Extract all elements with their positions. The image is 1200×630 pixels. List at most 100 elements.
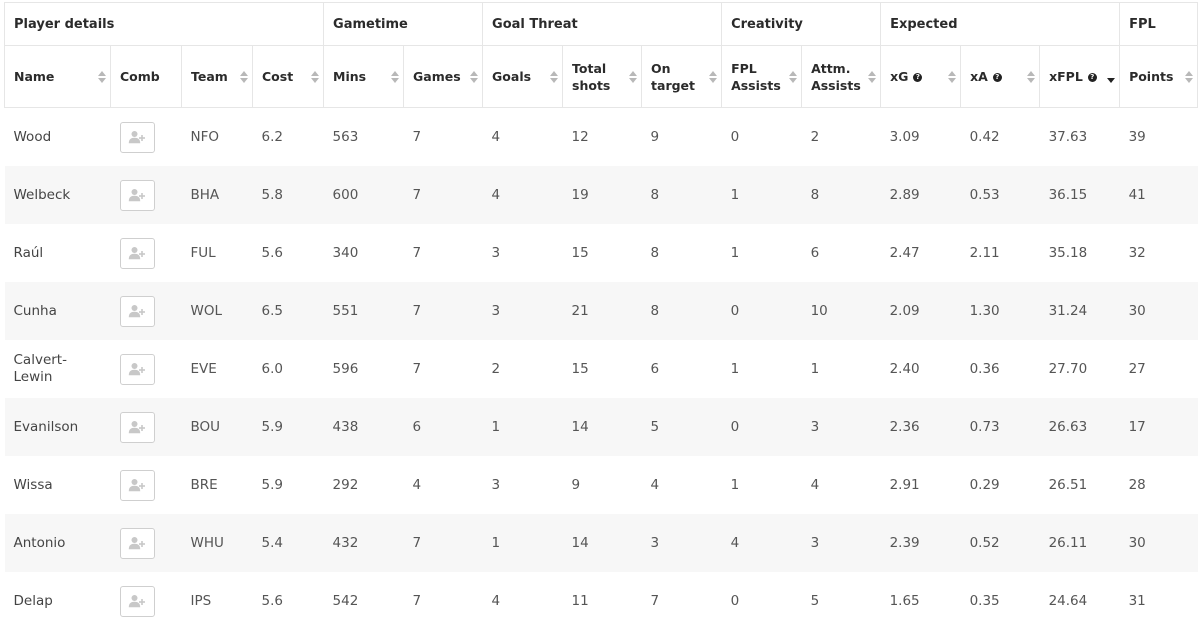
mins-cell: 600 [324,166,404,224]
help-circle-icon[interactable]: ? [913,73,922,82]
fpl-assists-cell: 1 [722,224,802,282]
fpl-assists-cell: 0 [722,398,802,456]
sort-arrows-icon[interactable] [868,71,876,83]
games-cell: 6 [404,398,483,456]
group-expected: Expected [881,3,1120,46]
player-name-cell[interactable]: Raúl [5,224,111,282]
player-name-cell[interactable]: Wissa [5,456,111,514]
team-cell: BHA [182,166,253,224]
col-header-goals[interactable]: Goals [483,46,563,108]
help-circle-icon[interactable]: ? [993,73,1002,82]
player-name-cell[interactable]: Welbeck [5,166,111,224]
add-to-comparison-button[interactable] [120,586,155,617]
mins-cell: 432 [324,514,404,572]
col-header-xa[interactable]: xA? [961,46,1040,108]
player-name-cell[interactable]: Cunha [5,282,111,340]
on-target-cell: 9 [642,108,722,167]
col-header-name[interactable]: Name [5,46,111,108]
add-to-comparison-button[interactable] [120,180,155,211]
games-cell: 7 [404,282,483,340]
goals-cell: 4 [483,166,563,224]
help-circle-icon[interactable]: ? [1088,73,1097,82]
mins-cell: 340 [324,224,404,282]
sort-descending-icon[interactable] [1107,71,1115,83]
sort-arrows-icon[interactable] [1027,71,1035,83]
xg-cell: 2.39 [881,514,961,572]
team-cell: IPS [182,572,253,630]
player-name-cell[interactable]: Delap [5,572,111,630]
col-header-mins[interactable]: Mins [324,46,404,108]
add-to-comparison-button[interactable] [120,238,155,269]
sort-arrows-icon[interactable] [948,71,956,83]
xa-cell: 2.11 [961,224,1040,282]
player-name-cell[interactable]: Evanilson [5,398,111,456]
points-cell: 32 [1120,224,1198,282]
player-name-cell[interactable]: Wood [5,108,111,167]
sort-arrows-icon[interactable] [311,71,319,83]
sort-arrows-icon[interactable] [1185,71,1193,83]
comb-cell [111,166,182,224]
add-user-icon [128,362,146,376]
points-cell: 28 [1120,456,1198,514]
total-shots-cell: 14 [563,514,642,572]
sort-arrows-icon[interactable] [470,71,478,83]
col-header-points[interactable]: Points [1120,46,1198,108]
sort-arrows-icon[interactable] [391,71,399,83]
attm-assists-cell: 3 [802,514,881,572]
add-user-icon [128,478,146,492]
player-name-cell[interactable]: Calvert-Lewin [5,340,111,398]
player-name-cell[interactable]: Antonio [5,514,111,572]
total-shots-cell: 21 [563,282,642,340]
col-header-xg[interactable]: xG? [881,46,961,108]
xfpl-cell: 26.63 [1040,398,1120,456]
attm-assists-cell: 8 [802,166,881,224]
sort-arrows-icon[interactable] [709,71,717,83]
sort-arrows-icon[interactable] [629,71,637,83]
add-to-comparison-button[interactable] [120,470,155,501]
add-to-comparison-button[interactable] [120,122,155,153]
points-cell: 31 [1120,572,1198,630]
xfpl-cell: 36.15 [1040,166,1120,224]
add-to-comparison-button[interactable] [120,354,155,385]
fpl-assists-cell: 1 [722,166,802,224]
on-target-cell: 4 [642,456,722,514]
sort-arrows-icon[interactable] [98,71,106,83]
col-header-games[interactable]: Games [404,46,483,108]
col-header-xfpl[interactable]: xFPL? [1040,46,1120,108]
goals-cell: 3 [483,456,563,514]
total-shots-cell: 12 [563,108,642,167]
col-header-cost[interactable]: Cost [253,46,324,108]
xg-cell: 2.91 [881,456,961,514]
sort-arrows-icon[interactable] [240,71,248,83]
sort-arrows-icon[interactable] [789,71,797,83]
points-cell: 41 [1120,166,1198,224]
goals-cell: 2 [483,340,563,398]
add-user-icon [128,594,146,608]
add-to-comparison-button[interactable] [120,296,155,327]
col-header-team[interactable]: Team [182,46,253,108]
team-cell: WHU [182,514,253,572]
xg-cell: 2.89 [881,166,961,224]
goals-cell: 3 [483,224,563,282]
add-to-comparison-button[interactable] [120,412,155,443]
xa-cell: 0.35 [961,572,1040,630]
sort-arrows-icon[interactable] [550,71,558,83]
cost-cell: 5.4 [253,514,324,572]
add-to-comparison-button[interactable] [120,528,155,559]
attm-assists-cell: 5 [802,572,881,630]
xfpl-cell: 26.51 [1040,456,1120,514]
col-header-attm-assists[interactable]: Attm.Assists [802,46,881,108]
